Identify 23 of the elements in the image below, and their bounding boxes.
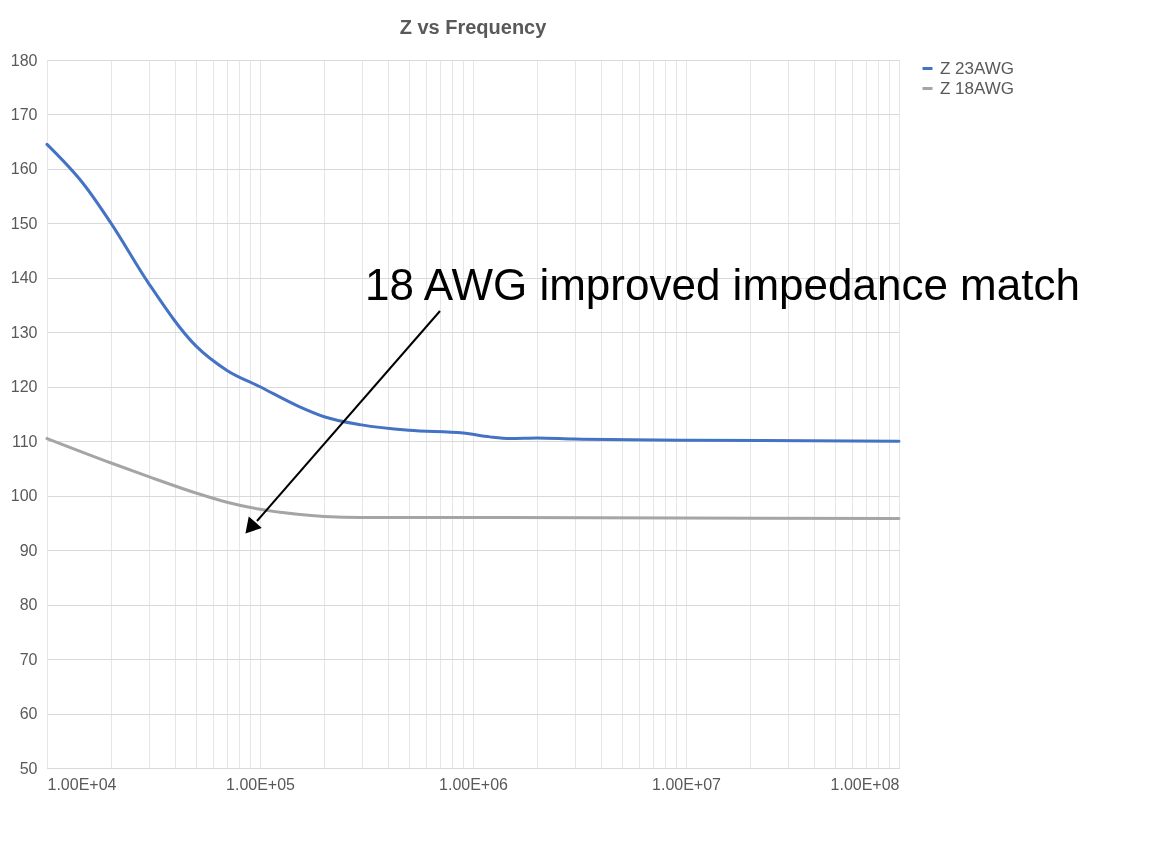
y-tick-label: 100 [10, 487, 38, 505]
y-tick-label: 150 [10, 214, 38, 232]
y-tick-label: 160 [10, 160, 38, 178]
y-tick-label: 60 [19, 705, 38, 723]
chart-title: Z vs Frequency [399, 16, 548, 38]
y-tick-label: 110 [11, 432, 38, 450]
y-tick-label: 120 [10, 378, 38, 396]
annotation: 18 AWG improved impedance match [365, 260, 1080, 309]
y-tick-label: 70 [19, 650, 38, 668]
legend-label: Z 23AWG [940, 58, 1014, 78]
x-tick-label: 1.00E+08 [830, 775, 900, 793]
y-tick-label: 180 [10, 51, 38, 69]
x-tick-label: 1.00E+07 [652, 775, 722, 793]
y-tick-label: 140 [10, 269, 38, 287]
y-tick-label: 50 [19, 759, 38, 777]
x-tick-label: 1.00E+05 [226, 775, 296, 793]
x-tick-label: 1.00E+04 [47, 775, 117, 793]
y-tick-label: 90 [19, 541, 38, 559]
y-tick-label: 170 [10, 105, 38, 123]
legend-label: Z 18AWG [940, 78, 1014, 98]
x-tick-label: 1.00E+06 [439, 775, 509, 793]
y-tick-label: 130 [10, 323, 38, 341]
y-tick-label: 80 [19, 596, 38, 614]
